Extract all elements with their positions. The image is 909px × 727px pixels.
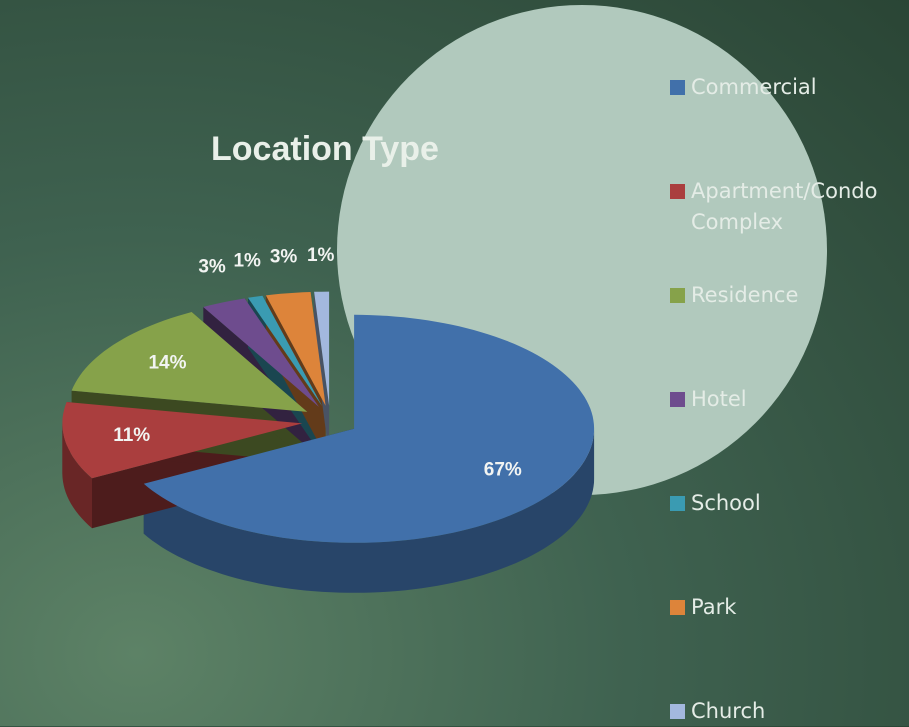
data-label: 67% [484, 460, 522, 481]
slice [71, 312, 308, 412]
legend-swatch [670, 392, 685, 407]
legend-label: Park [691, 595, 737, 619]
legend-label: Apartment/Condo Complex [691, 179, 878, 234]
legend-item: Commercial [670, 72, 900, 103]
data-label: 11% [113, 425, 150, 446]
legend-item: Residence [670, 280, 900, 311]
slice [62, 402, 303, 479]
data-labels: 67% 11% 14% 3% 1% 3% 1% [113, 245, 522, 481]
data-label: 3% [198, 257, 226, 278]
pie-tops [62, 291, 595, 543]
legend-swatch [670, 80, 685, 95]
legend-label: Church [691, 699, 766, 723]
slice [143, 314, 595, 543]
slice-side [62, 423, 92, 529]
legend-item: Park [670, 592, 900, 623]
slice [265, 292, 326, 406]
legend-item: Hotel [670, 384, 900, 415]
legend-label: Hotel [691, 387, 747, 411]
legend-item: Church [670, 696, 900, 727]
slice [203, 298, 319, 407]
slice-side [314, 291, 330, 456]
legend-label: Commercial [691, 75, 817, 99]
legend-swatch [670, 184, 685, 199]
legend-swatch [670, 704, 685, 719]
slice [314, 291, 330, 406]
legend-item: Apartment/Condo Complex [670, 176, 900, 238]
legend-swatch [670, 600, 685, 615]
legend-swatch [670, 496, 685, 511]
data-label: 14% [148, 353, 186, 374]
legend-item: School [670, 488, 900, 519]
legend-label: School [691, 491, 761, 515]
slice-side [143, 428, 595, 593]
legend-label: Residence [691, 283, 799, 307]
data-label: 1% [233, 251, 261, 272]
data-label: 3% [270, 247, 298, 268]
legend-swatch [670, 288, 685, 303]
chart-title: Location Type [211, 130, 439, 168]
data-label: 1% [307, 245, 335, 266]
slice [248, 295, 323, 407]
